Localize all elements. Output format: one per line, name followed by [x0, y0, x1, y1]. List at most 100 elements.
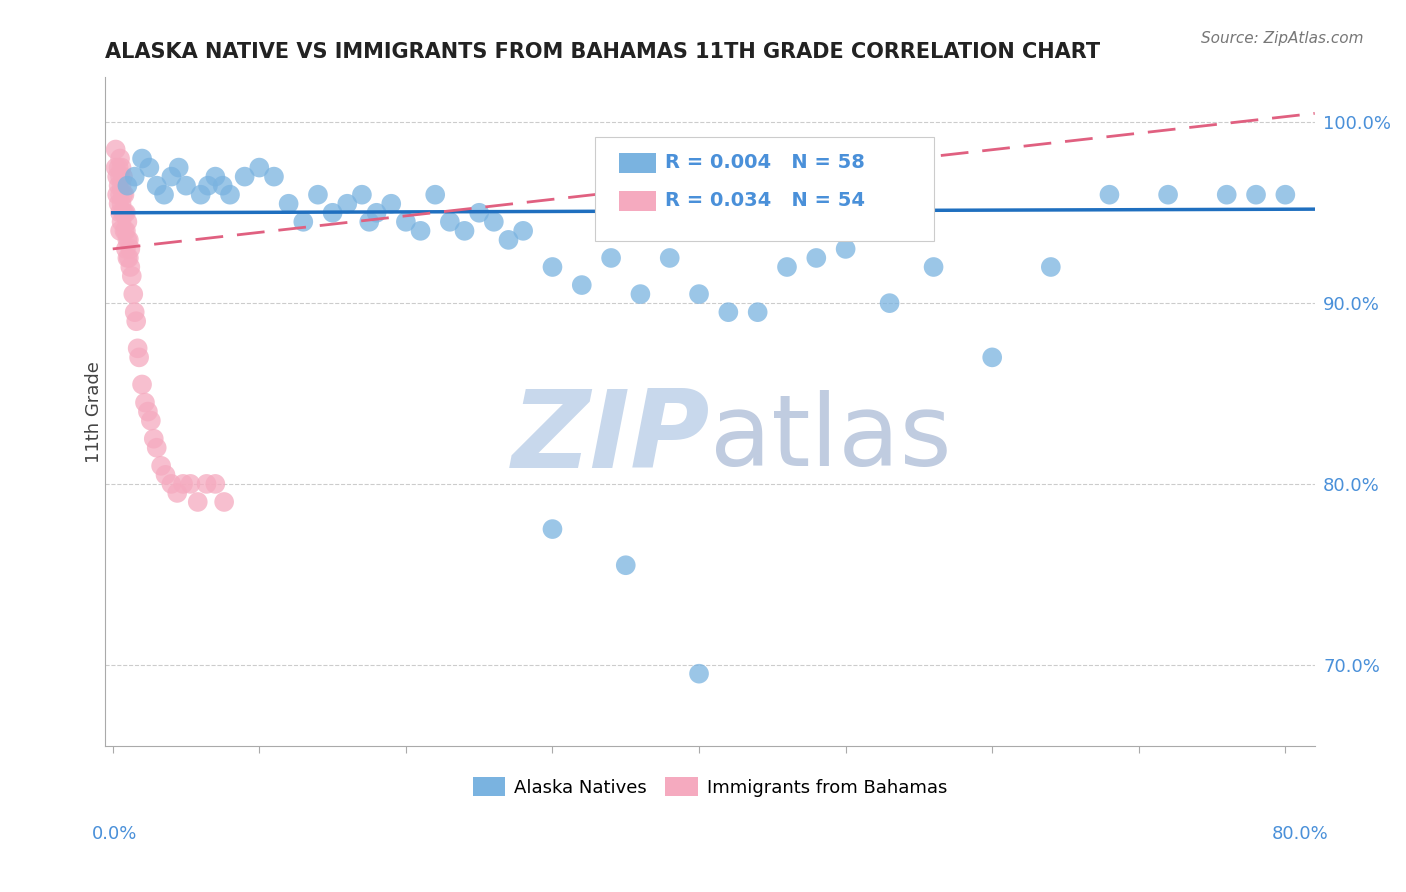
Point: [453, 224, 475, 238]
Point: [263, 169, 285, 184]
Text: Source: ZipAtlas.com: Source: ZipAtlas.com: [1201, 31, 1364, 46]
Point: [114, 187, 136, 202]
Point: [128, 351, 150, 365]
Point: [541, 260, 564, 274]
Point: [190, 187, 212, 202]
Text: ALASKA NATIVE VS IMMIGRANTS FROM BAHAMAS 11TH GRADE CORRELATION CHART: ALASKA NATIVE VS IMMIGRANTS FROM BAHAMAS…: [105, 42, 1101, 62]
Point: [541, 522, 564, 536]
Point: [1215, 187, 1237, 202]
Point: [105, 187, 128, 202]
Point: [104, 143, 127, 157]
Point: [879, 296, 901, 310]
Point: [336, 196, 359, 211]
Point: [688, 287, 710, 301]
Point: [115, 242, 138, 256]
Point: [142, 432, 165, 446]
Text: 80.0%: 80.0%: [1272, 825, 1329, 843]
Point: [167, 161, 190, 175]
Point: [981, 351, 1004, 365]
Point: [211, 178, 233, 193]
Point: [425, 187, 447, 202]
Point: [111, 206, 134, 220]
Point: [204, 169, 226, 184]
Point: [498, 233, 520, 247]
Point: [439, 215, 461, 229]
Point: [187, 495, 209, 509]
Point: [138, 161, 160, 175]
Point: [600, 251, 623, 265]
Point: [120, 242, 142, 256]
Point: [110, 178, 132, 193]
Point: [658, 251, 681, 265]
Point: [139, 414, 162, 428]
Point: [145, 178, 167, 193]
Point: [747, 305, 769, 319]
Point: [922, 260, 945, 274]
Point: [468, 206, 491, 220]
Point: [380, 196, 402, 211]
Point: [104, 161, 127, 175]
Text: 0.0%: 0.0%: [91, 825, 136, 843]
Point: [107, 196, 129, 211]
Point: [1274, 187, 1296, 202]
Point: [174, 178, 197, 193]
Point: [131, 152, 153, 166]
Point: [134, 395, 156, 409]
Point: [124, 169, 146, 184]
Point: [117, 215, 139, 229]
Point: [688, 666, 710, 681]
Point: [512, 224, 534, 238]
Point: [1244, 187, 1267, 202]
Point: [204, 476, 226, 491]
Point: [395, 215, 418, 229]
Point: [114, 224, 136, 238]
Legend: Alaska Natives, Immigrants from Bahamas: Alaska Natives, Immigrants from Bahamas: [465, 770, 955, 804]
Point: [124, 305, 146, 319]
Point: [115, 206, 138, 220]
Point: [108, 224, 131, 238]
Point: [172, 476, 194, 491]
Point: [482, 215, 505, 229]
Point: [107, 178, 129, 193]
Y-axis label: 11th Grade: 11th Grade: [86, 360, 103, 463]
Point: [292, 215, 315, 229]
Point: [122, 287, 145, 301]
Point: [108, 206, 131, 220]
Point: [834, 242, 856, 256]
Point: [111, 169, 134, 184]
Point: [108, 169, 131, 184]
Point: [155, 467, 177, 482]
Point: [108, 187, 131, 202]
Point: [150, 458, 173, 473]
Point: [219, 187, 242, 202]
Point: [121, 268, 143, 283]
Point: [110, 161, 132, 175]
Point: [571, 278, 593, 293]
Point: [125, 314, 148, 328]
Point: [776, 260, 799, 274]
Point: [350, 187, 373, 202]
Point: [105, 169, 128, 184]
Point: [117, 178, 139, 193]
Point: [1098, 187, 1121, 202]
Point: [307, 187, 329, 202]
Point: [160, 169, 183, 184]
Point: [195, 476, 218, 491]
Point: [166, 486, 188, 500]
Point: [359, 215, 381, 229]
Point: [628, 287, 651, 301]
Text: ZIP: ZIP: [512, 385, 710, 491]
Point: [212, 495, 235, 509]
Point: [409, 224, 432, 238]
Point: [145, 441, 167, 455]
Point: [197, 178, 219, 193]
Text: atlas: atlas: [710, 390, 952, 487]
Point: [108, 152, 131, 166]
Point: [107, 161, 129, 175]
Point: [127, 342, 149, 356]
Point: [277, 196, 299, 211]
Point: [118, 233, 141, 247]
Point: [179, 476, 201, 491]
Point: [322, 206, 344, 220]
Point: [1157, 187, 1180, 202]
